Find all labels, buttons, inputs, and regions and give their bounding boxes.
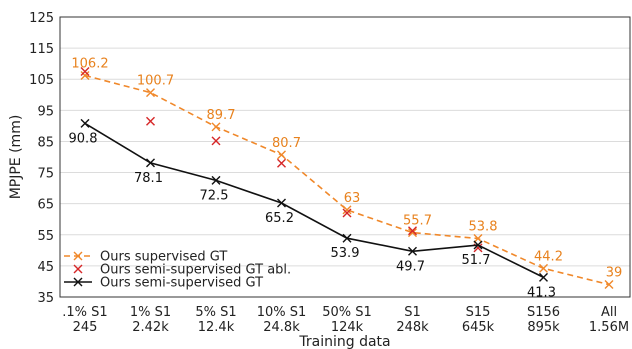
- series-marker-0: [539, 263, 548, 273]
- legend-label-0: Ours supervised GT: [100, 250, 227, 265]
- x-tick-sublabel: 124k: [331, 320, 364, 335]
- y-tick-label: 105: [29, 73, 54, 88]
- x-tick-sublabel: 248k: [396, 320, 429, 335]
- data-label-semi-supervised: 78.1: [134, 171, 163, 186]
- legend-marker-1: [73, 264, 83, 274]
- y-tick-label: 45: [37, 260, 54, 275]
- y-tick-label: 95: [37, 104, 54, 119]
- series-marker-0: [408, 228, 417, 238]
- series-marker-1: [342, 208, 352, 218]
- x-tick-label: .1% S1: [62, 305, 107, 320]
- series-marker-2: [539, 272, 548, 282]
- x-tick-sublabel: 2.42k: [132, 320, 169, 335]
- series-marker-0: [473, 234, 483, 244]
- x-axis-title: Training data: [298, 334, 390, 349]
- x-tick-sublabel: 1.56M: [589, 320, 629, 335]
- x-tick-sublabel: 645k: [462, 320, 495, 335]
- series-marker-1: [277, 158, 286, 168]
- data-label-semi-supervised: 49.7: [396, 259, 425, 274]
- data-label-semi-supervised: 72.5: [200, 188, 229, 203]
- series-marker-0: [146, 88, 155, 98]
- series-marker-0: [80, 70, 90, 80]
- y-tick-label: 65: [37, 198, 54, 213]
- x-tick-label: S15: [466, 305, 491, 320]
- data-label-semi-supervised: 41.3: [527, 285, 556, 300]
- y-tick-label: 115: [29, 42, 54, 57]
- series-marker-2: [211, 175, 221, 185]
- series-marker-1: [80, 66, 90, 76]
- series-marker-1: [146, 116, 155, 126]
- series-marker-0: [277, 150, 286, 160]
- data-label-semi-supervised: 65.2: [265, 211, 294, 226]
- series-marker-0: [604, 280, 614, 290]
- plot-frame: [59, 16, 631, 298]
- data-label-semi-supervised: 53.9: [331, 246, 360, 261]
- series-marker-2: [473, 240, 483, 250]
- y-tick-label: 125: [29, 11, 54, 26]
- series-line-2: [84, 122, 544, 279]
- series-marker-2: [80, 118, 90, 128]
- x-tick-sublabel: 895k: [527, 320, 560, 335]
- series-marker-2: [146, 158, 155, 168]
- y-tick-labels: 35 45 55 65 75 85 95 105 115 125: [29, 11, 54, 306]
- y-tick-label: 35: [37, 291, 54, 306]
- legend-label-2: Ours semi-supervised GT: [100, 276, 263, 291]
- y-tick-label: 55: [37, 229, 54, 244]
- series-marker-1: [408, 226, 417, 236]
- x-tick-label: 50% S1: [322, 305, 372, 320]
- x-tick-sublabel: 245: [73, 320, 98, 335]
- y-tick-label: 85: [37, 135, 54, 150]
- data-label-supervised: 55.7: [403, 214, 432, 229]
- legend-marker-0: [73, 251, 83, 261]
- data-label-supervised: 39: [606, 266, 623, 281]
- y-axis-title: MPJPE (mm): [8, 115, 24, 200]
- x-tick-label: 1% S1: [130, 305, 171, 320]
- x-tick-label: 10% S1: [257, 305, 307, 320]
- x-tick-label: 5% S1: [195, 305, 236, 320]
- data-label-supervised: 80.7: [272, 136, 301, 151]
- series-marker-0: [342, 205, 352, 215]
- x-tick-sublabel: 24.8k: [263, 320, 300, 335]
- series-marker-2: [277, 198, 286, 208]
- x-tick-label: S1: [404, 305, 421, 320]
- data-label-supervised: 106.2: [71, 56, 108, 71]
- data-label-supervised: 44.2: [534, 249, 563, 264]
- series-marker-2: [408, 246, 417, 256]
- series-layer: [80, 66, 614, 290]
- data-label-semi-supervised: 90.8: [69, 131, 98, 146]
- data-labels: 106.2 100.7 89.7 80.7 63 55.7 53.8 44.2 39 90.8 78…: [69, 56, 623, 300]
- legend-label-1: Ours semi-supervised GT abl.: [100, 263, 291, 278]
- data-label-supervised: 53.8: [469, 220, 498, 235]
- data-label-supervised: 89.7: [207, 108, 236, 123]
- data-label-supervised: 63: [344, 191, 361, 206]
- series-marker-1: [211, 136, 221, 146]
- x-tick-label: S156: [527, 305, 560, 320]
- y-tick-label: 75: [37, 167, 54, 182]
- x-tick-sublabel: 12.4k: [198, 320, 235, 335]
- data-label-supervised: 100.7: [137, 74, 174, 89]
- legend-marker-2: [73, 277, 83, 287]
- series-marker-2: [342, 233, 352, 243]
- series-marker-0: [211, 122, 221, 132]
- data-label-semi-supervised: 51.7: [462, 253, 491, 268]
- x-tick-label: All: [601, 305, 617, 320]
- series-line-0: [84, 74, 610, 286]
